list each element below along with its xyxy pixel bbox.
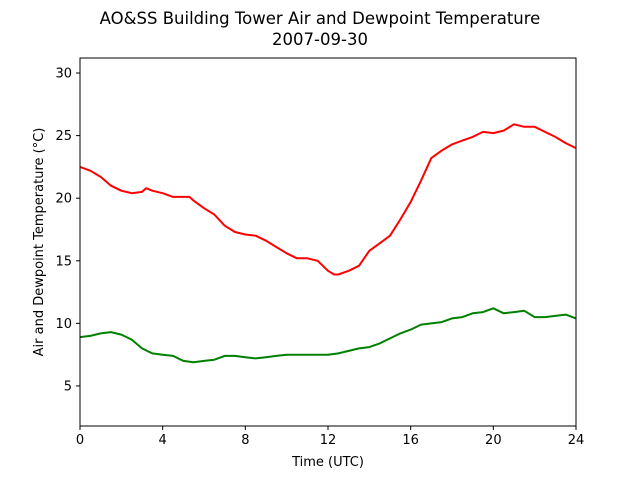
plot-frame	[79, 57, 577, 427]
x-axis: 0 4 8 12 16 20 24	[76, 426, 584, 448]
x-axis-label: Time (UTC)	[291, 455, 364, 470]
y-tick-label-2: 15	[55, 254, 72, 269]
x-tick-label-6: 24	[568, 433, 585, 448]
y-axis: 5 10 15 20 25 30	[55, 67, 80, 394]
x-tick-label-3: 12	[320, 433, 337, 448]
x-tick-label-5: 20	[485, 433, 502, 448]
y-tick-label-1: 10	[55, 317, 72, 332]
chart-subtitle: 2007-09-30	[272, 30, 368, 49]
x-tick-label-4: 16	[402, 433, 419, 448]
y-axis-label: Air and Dewpoint Temperature (°C)	[32, 128, 47, 357]
y-tick-label-5: 30	[55, 67, 72, 82]
x-tick-label-0: 0	[76, 433, 84, 448]
series-line-0	[79, 123, 577, 276]
y-tick-label-3: 20	[55, 192, 72, 207]
y-tick-label-0: 5	[64, 379, 72, 394]
y-tick-label-4: 25	[55, 129, 72, 144]
series-line-1	[79, 307, 577, 364]
series-layer	[79, 123, 577, 364]
chart-title: AO&SS Building Tower Air and Dewpoint Te…	[100, 9, 541, 28]
x-tick-label-1: 4	[159, 433, 167, 448]
x-tick-label-2: 8	[241, 433, 249, 448]
